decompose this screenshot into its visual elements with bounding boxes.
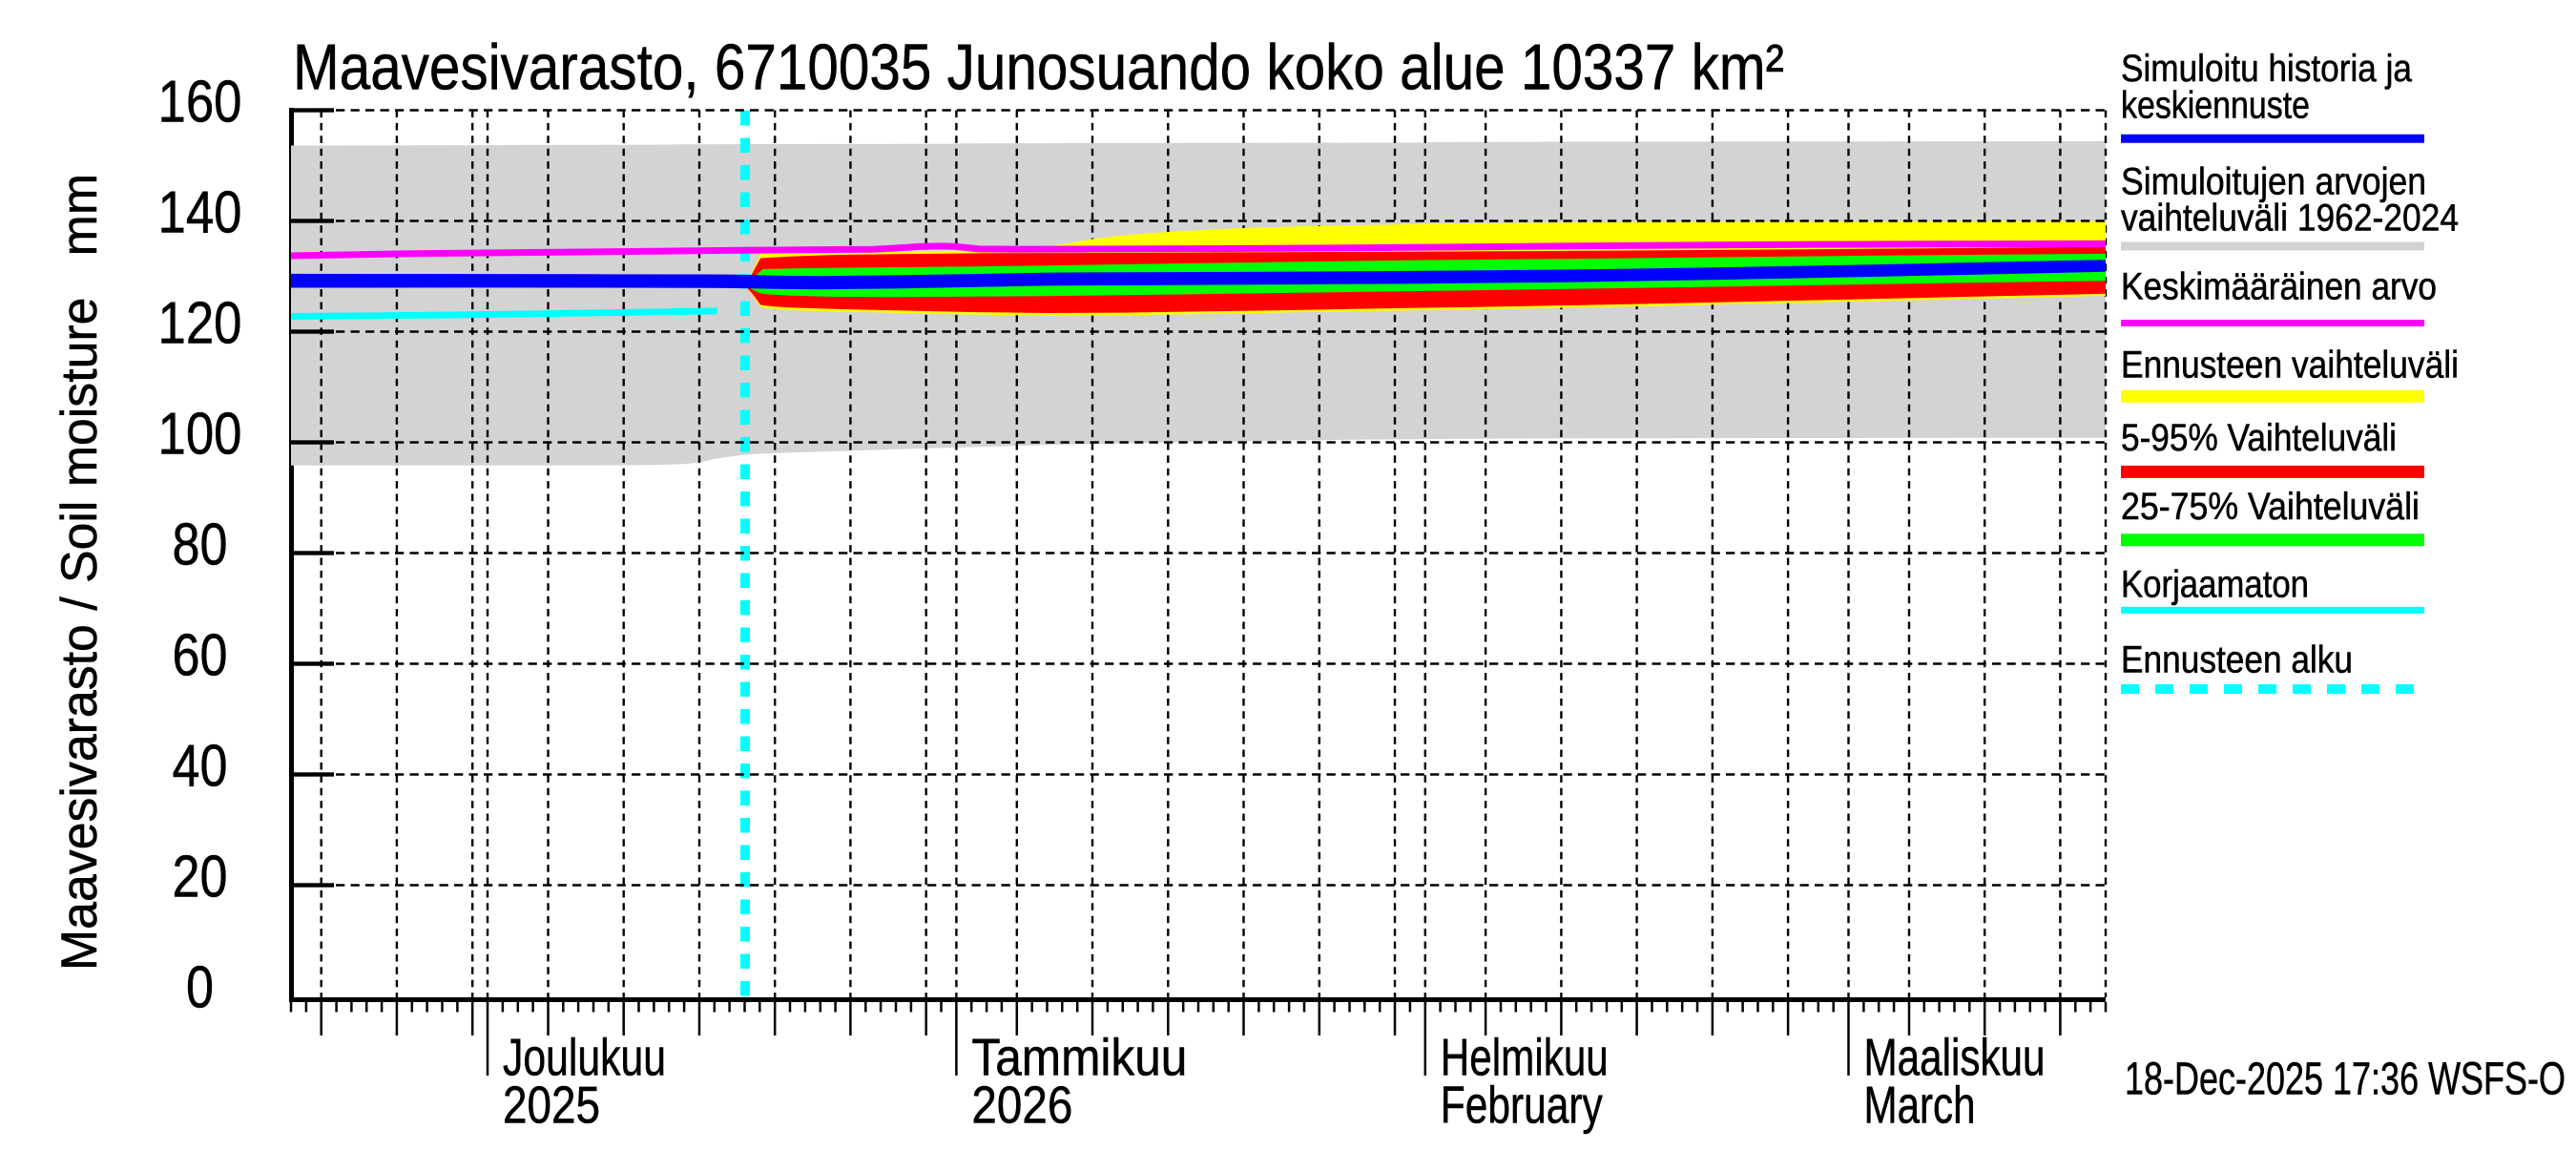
svg-text:120: 120 [158,291,242,357]
svg-text:Keskimääräinen arvo: Keskimääräinen arvo [2121,266,2437,308]
svg-text:18-Dec-2025 17:36 WSFS-O: 18-Dec-2025 17:36 WSFS-O [2125,1054,2566,1104]
svg-text:March: March [1864,1076,1976,1135]
svg-text:Joulukuu: Joulukuu [503,1028,666,1087]
svg-text:25-75% Vaihteluväli: 25-75% Vaihteluväli [2121,486,2420,528]
svg-text:Helmikuu: Helmikuu [1441,1028,1609,1087]
svg-text:Tammikuu: Tammikuu [971,1028,1187,1087]
svg-text:60: 60 [173,623,228,689]
svg-text:Ennusteen vaihteluväli: Ennusteen vaihteluväli [2121,344,2459,386]
svg-text:160: 160 [158,70,242,136]
svg-text:2026: 2026 [971,1076,1072,1135]
svg-text:Ennusteen alku: Ennusteen alku [2121,638,2353,680]
svg-text:Maaliskuu: Maaliskuu [1864,1028,2046,1087]
svg-text:20: 20 [173,845,228,910]
svg-text:2025: 2025 [503,1076,600,1135]
svg-text:keskiennuste: keskiennuste [2121,85,2310,127]
svg-text:100: 100 [158,402,242,468]
svg-text:Maavesivarasto / Soil moisture: Maavesivarasto / Soil moisture mm [52,174,108,971]
svg-text:140: 140 [158,180,242,246]
svg-text:80: 80 [173,512,228,578]
svg-text:0: 0 [186,955,214,1021]
svg-text:vaihteluväli 1962-2024: vaihteluväli 1962-2024 [2121,197,2459,239]
svg-text:5-95% Vaihteluväli: 5-95% Vaihteluväli [2121,417,2397,459]
svg-text:Simuloitu historia ja: Simuloitu historia ja [2121,48,2413,90]
svg-text:Simuloitujen arvojen: Simuloitujen arvojen [2121,161,2426,203]
svg-text:40: 40 [173,734,228,800]
svg-text:Maavesivarasto, 6710035 Junosu: Maavesivarasto, 6710035 Junosuando koko … [293,31,1784,103]
svg-text:Korjaamaton: Korjaamaton [2121,563,2309,605]
svg-text:February: February [1441,1076,1603,1135]
